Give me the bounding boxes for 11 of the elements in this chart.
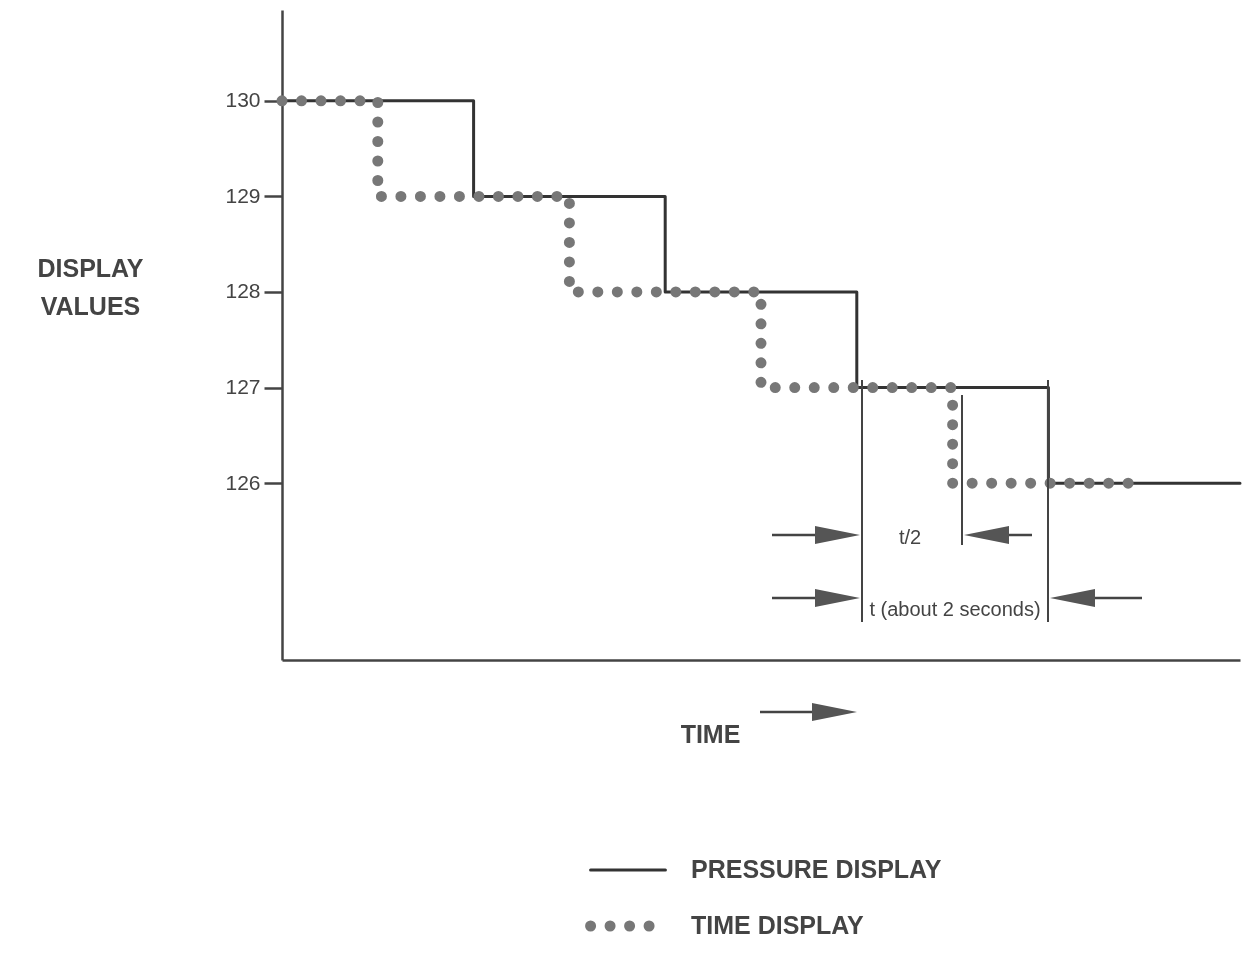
y-tick-label: 126 (225, 470, 261, 494)
y-tick-label: 127 (225, 375, 261, 399)
y-tick-label: 128 (225, 279, 261, 303)
annotation: t (about 2 seconds) (869, 598, 1041, 620)
y-tick-label: 129 (225, 183, 261, 207)
legend-label: PRESSURE DISPLAY (691, 855, 942, 883)
y-axis-title: DISPLAY VALUES (37, 253, 144, 320)
x-axis-title: TIME (680, 719, 741, 748)
legend-label: TIME DISPLAY (691, 911, 865, 939)
annotation: t/2 (898, 526, 922, 548)
y-tick-label: 130 (225, 88, 261, 112)
